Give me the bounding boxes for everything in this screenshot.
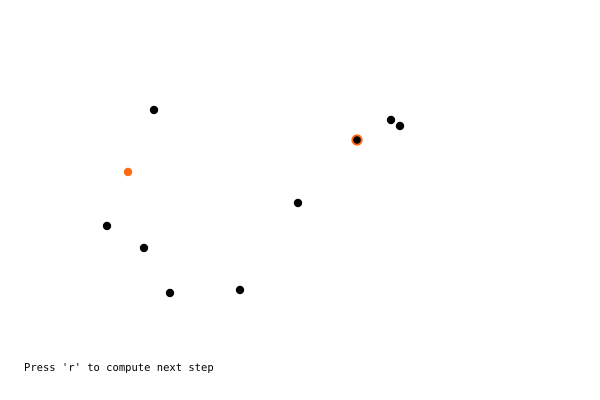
point — [386, 115, 396, 125]
current-point — [353, 136, 361, 144]
point — [293, 198, 303, 208]
highlighted-point — [123, 167, 133, 177]
point — [235, 285, 245, 295]
instruction-text: Press 'r' to compute next step — [24, 362, 214, 374]
point — [139, 243, 149, 253]
point — [149, 105, 159, 115]
point — [395, 121, 405, 131]
point — [165, 288, 175, 298]
point — [102, 221, 112, 231]
